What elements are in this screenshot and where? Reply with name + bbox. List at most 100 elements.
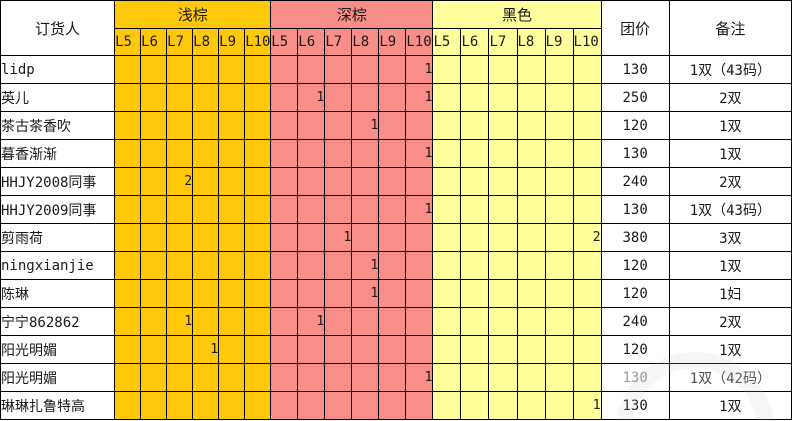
qty-cell-light-L8 (192, 167, 220, 196)
qty-cell-black-L5 (432, 55, 462, 84)
qty-cell-black-L6 (460, 279, 490, 308)
qty-cell-dark-L8 (351, 83, 380, 112)
qty-cell-light-L7 (166, 55, 194, 84)
qty-cell-dark-L5 (270, 83, 299, 112)
qty-cell-dark-L9 (378, 55, 407, 84)
qty-cell-dark-L5 (270, 55, 299, 84)
qty-cell-light-L9 (218, 195, 246, 224)
qty-cell-light-L10 (244, 391, 272, 420)
qty-cell-black-L7 (488, 55, 518, 84)
qty-cell-black-L5 (432, 391, 462, 420)
qty-cell-black-L9 (544, 111, 574, 140)
qty-cell-black-L5 (432, 195, 462, 224)
table-row: 阳光明媚 1 120 1双 (0, 335, 793, 364)
size-header-dark-L5: L5 (270, 28, 299, 56)
qty-cell-light-L10 (244, 195, 272, 224)
qty-cell-dark-L7 (324, 83, 353, 112)
qty-cell-dark-L8 (351, 167, 380, 196)
table-row: 琳琳扎鲁特高 1 130 1双 (0, 391, 793, 420)
qty-cell-dark-L7 (324, 251, 353, 280)
qty-cell-black-L6 (460, 139, 490, 168)
qty-cell-black-L8 (516, 167, 546, 196)
qty-cell-black-L9 (544, 335, 574, 364)
size-header-light-L9: L9 (218, 28, 246, 56)
table-row: 英儿 1 1 250 2双 (0, 83, 793, 112)
qty-cell-dark-L8 (351, 391, 380, 420)
qty-cell-light-L9 (218, 55, 246, 84)
qty-cell-black-L5 (432, 307, 462, 336)
price-cell: 240 (600, 167, 670, 196)
orderer-name-cell: 阳光明媚 (0, 363, 116, 392)
qty-cell-light-L5 (114, 55, 142, 84)
qty-cell-dark-L6: 1 (297, 83, 326, 112)
qty-cell-dark-L8 (351, 223, 380, 252)
qty-cell-black-L10 (572, 307, 602, 336)
qty-cell-light-L6 (140, 195, 168, 224)
note-cell: 1双 (668, 111, 793, 140)
qty-cell-black-L6 (460, 223, 490, 252)
qty-cell-dark-L8 (351, 139, 380, 168)
qty-cell-light-L8 (192, 195, 220, 224)
size-header-black-L7: L7 (488, 28, 518, 56)
qty-cell-light-L8: 1 (192, 335, 220, 364)
price-column-header: 团价 (600, 0, 670, 56)
qty-cell-black-L9 (544, 83, 574, 112)
qty-cell-light-L9 (218, 391, 246, 420)
orderer-name-cell: 暮香渐渐 (0, 139, 116, 168)
note-cell: 1双（42码） (668, 363, 793, 392)
qty-cell-black-L7 (488, 223, 518, 252)
price-cell: 120 (600, 279, 670, 308)
orderer-column-header: 订货人 (0, 0, 116, 56)
qty-cell-light-L7: 1 (166, 307, 194, 336)
orderer-name-cell: 阳光明媚 (0, 335, 116, 364)
size-header-dark-L6: L6 (297, 28, 326, 56)
qty-cell-black-L6 (460, 83, 490, 112)
qty-cell-light-L10 (244, 83, 272, 112)
note-cell: 1双 (668, 251, 793, 280)
orderer-name-cell: 琳琳扎鲁特高 (0, 391, 116, 420)
qty-cell-dark-L9 (378, 363, 407, 392)
qty-cell-dark-L6 (297, 391, 326, 420)
qty-cell-black-L5 (432, 83, 462, 112)
qty-cell-light-L10 (244, 55, 272, 84)
note-cell: 2双 (668, 83, 793, 112)
qty-cell-black-L10 (572, 111, 602, 140)
qty-cell-dark-L7 (324, 363, 353, 392)
qty-cell-dark-L7 (324, 55, 353, 84)
table-row: 陈琳 1 120 1妇 (0, 279, 793, 308)
qty-cell-dark-L7 (324, 279, 353, 308)
size-header-light-L7: L7 (166, 28, 194, 56)
table-row: 暮香渐渐 1 130 1双 (0, 139, 793, 168)
orderer-name-cell: 英儿 (0, 83, 116, 112)
qty-cell-light-L5 (114, 363, 142, 392)
qty-cell-black-L8 (516, 335, 546, 364)
qty-cell-light-L9 (218, 307, 246, 336)
qty-cell-dark-L9 (378, 139, 407, 168)
qty-cell-dark-L5 (270, 139, 299, 168)
qty-cell-black-L7 (488, 139, 518, 168)
size-header-dark-L8: L8 (351, 28, 380, 56)
qty-cell-black-L5 (432, 139, 462, 168)
qty-cell-dark-L10: 1 (405, 195, 434, 224)
qty-cell-dark-L9 (378, 335, 407, 364)
qty-cell-black-L8 (516, 223, 546, 252)
size-header-black-L5: L5 (432, 28, 462, 56)
qty-cell-dark-L8: 1 (351, 111, 380, 140)
size-header-dark-L10: L10 (405, 28, 434, 56)
qty-cell-dark-L5 (270, 391, 299, 420)
table-row: HHJY2009同事 1 130 1双（43码） (0, 195, 793, 224)
price-cell: 130 (600, 363, 670, 392)
qty-cell-dark-L8 (351, 363, 380, 392)
qty-cell-light-L5 (114, 335, 142, 364)
size-header-black-L9: L9 (544, 28, 574, 56)
qty-cell-dark-L5 (270, 307, 299, 336)
orderer-name-cell: ningxianjie (0, 251, 116, 280)
price-cell: 120 (600, 111, 670, 140)
qty-cell-dark-L6 (297, 223, 326, 252)
qty-cell-dark-L8 (351, 55, 380, 84)
qty-cell-black-L10 (572, 335, 602, 364)
qty-cell-dark-L10 (405, 223, 434, 252)
size-header-black-L6: L6 (460, 28, 490, 56)
qty-cell-dark-L10 (405, 111, 434, 140)
qty-cell-black-L8 (516, 195, 546, 224)
